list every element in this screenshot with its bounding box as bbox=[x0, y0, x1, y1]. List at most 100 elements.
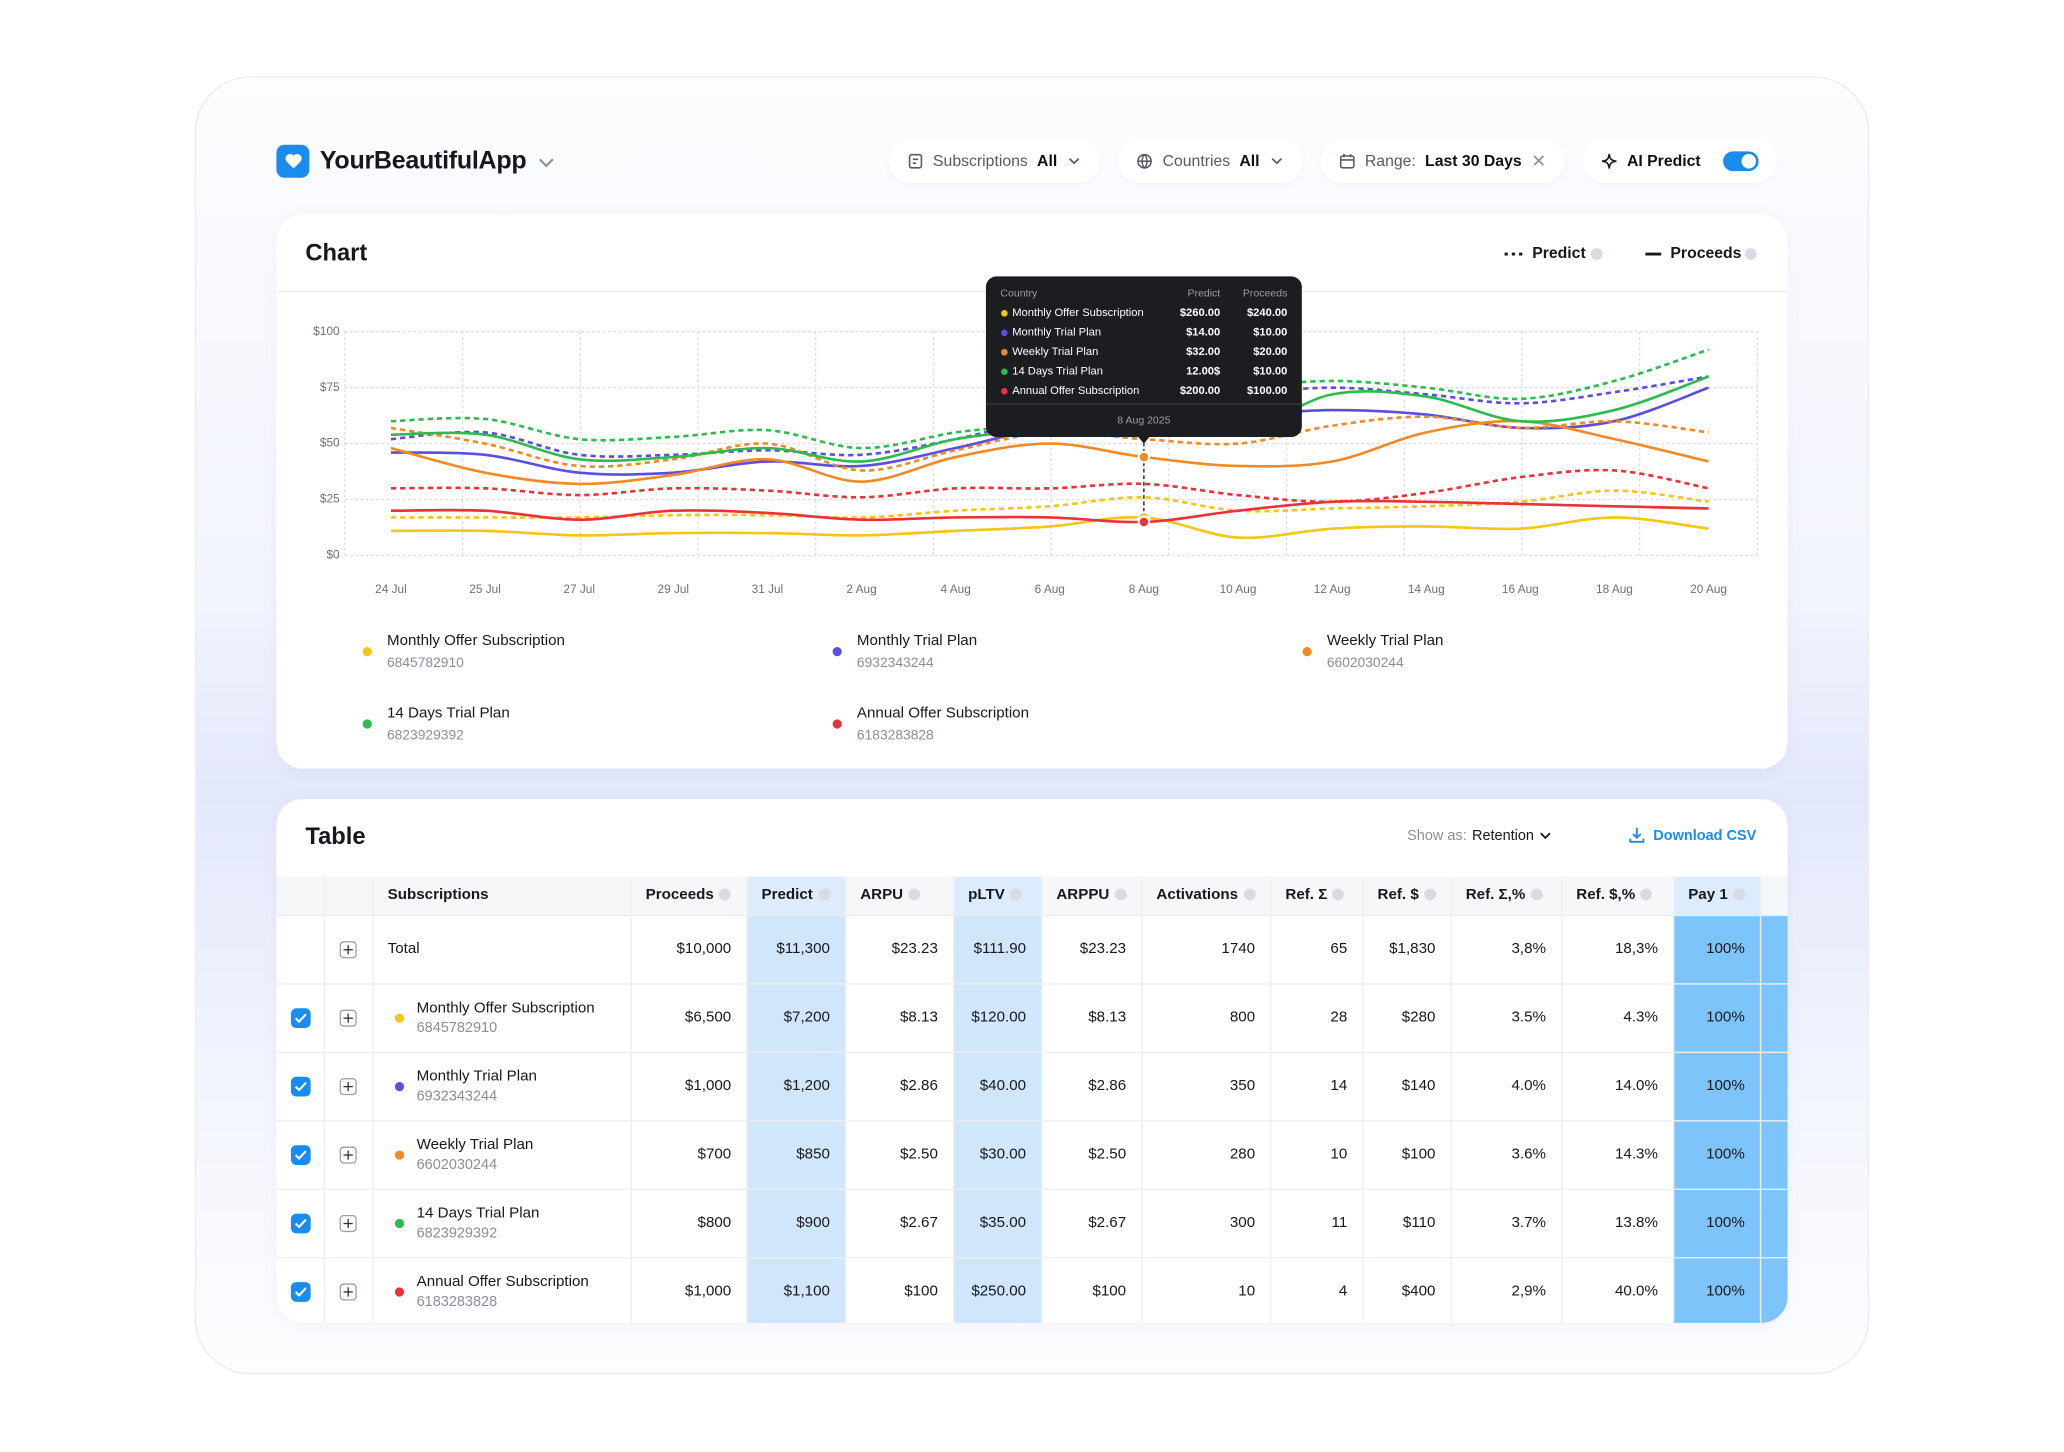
column-label: ARPPU bbox=[1056, 887, 1110, 904]
cell: $1,200 bbox=[746, 1051, 846, 1121]
filter-pill[interactable]: Countries All bbox=[1117, 138, 1304, 183]
header-cell bbox=[323, 876, 374, 916]
legend-id: 6183283828 bbox=[857, 726, 934, 742]
cell: $7,200 bbox=[746, 983, 846, 1053]
check-icon bbox=[294, 1286, 307, 1297]
clear-icon[interactable] bbox=[1531, 153, 1547, 169]
info-icon bbox=[1744, 248, 1757, 260]
filter-icon bbox=[1137, 153, 1153, 169]
data-row: Monthly Offer Subscription 6845782910 $6,5… bbox=[276, 983, 1788, 1053]
filter-pill[interactable]: Subscriptions All bbox=[888, 138, 1101, 183]
show-as-select[interactable]: Show as: Retention bbox=[1407, 828, 1552, 844]
cell: $2.67 bbox=[1041, 1188, 1142, 1258]
checkbox[interactable] bbox=[290, 1212, 311, 1233]
cell bbox=[276, 914, 325, 984]
header-cell: Proceeds bbox=[630, 876, 748, 916]
expand-button[interactable] bbox=[339, 1282, 357, 1300]
cell: $1,830 bbox=[1362, 914, 1452, 984]
header-cell bbox=[276, 876, 325, 916]
legend-name: Monthly Trial Plan bbox=[857, 632, 977, 649]
legend-dot bbox=[1302, 646, 1312, 657]
cell: $2.67 bbox=[845, 1188, 954, 1258]
app-name: YourBeautifulApp bbox=[319, 146, 527, 175]
cell: $900 bbox=[746, 1188, 846, 1258]
data-table: Subscriptions Proceeds Predict ARPU pLTV ARPP… bbox=[276, 876, 1788, 1323]
expand-button[interactable] bbox=[339, 1077, 357, 1095]
expand-button[interactable] bbox=[339, 1008, 357, 1027]
cell bbox=[1759, 1188, 1788, 1258]
cell: 3.7% bbox=[1450, 1188, 1562, 1258]
checkbox[interactable] bbox=[290, 1144, 311, 1165]
cell: 11 bbox=[1270, 1188, 1364, 1258]
expand-button[interactable] bbox=[339, 1145, 357, 1163]
filter-pill[interactable]: Range: Last 30 Days bbox=[1320, 138, 1566, 183]
chevron bbox=[1271, 158, 1282, 165]
cell: $110 bbox=[1362, 1188, 1452, 1258]
download-csv[interactable]: Download CSV bbox=[1628, 827, 1756, 844]
cell bbox=[276, 1051, 325, 1121]
ai-predict-toggle[interactable] bbox=[1723, 150, 1759, 171]
column-label: Ref. $ bbox=[1377, 887, 1419, 904]
checkbox[interactable] bbox=[290, 1281, 311, 1302]
x-tick-label: 25 Jul bbox=[469, 582, 501, 596]
subscription: Weekly Trial Plan 6602030244 bbox=[388, 1137, 616, 1173]
filter-label: Subscriptions bbox=[933, 151, 1028, 170]
cell: 14.3% bbox=[1561, 1120, 1674, 1190]
x-tick-label: 27 Jul bbox=[563, 582, 595, 596]
row-id: 6602030244 bbox=[416, 1156, 498, 1173]
table-title: Table bbox=[305, 822, 366, 850]
cell: 18,3% bbox=[1561, 914, 1674, 984]
cell: $1,100 bbox=[746, 1257, 846, 1323]
info-icon bbox=[1590, 248, 1603, 260]
cell bbox=[323, 1188, 374, 1258]
cell bbox=[276, 983, 325, 1053]
expand-button[interactable] bbox=[339, 1214, 357, 1232]
x-tick-label: 20 Aug bbox=[1690, 582, 1727, 596]
cell: $8.13 bbox=[845, 983, 954, 1053]
info-icon bbox=[1640, 888, 1653, 901]
header-cell: pLTV bbox=[953, 876, 1042, 916]
legend-id: 6932343244 bbox=[857, 654, 934, 670]
info-icon bbox=[1243, 888, 1256, 901]
cell: $111.90 bbox=[953, 914, 1042, 984]
row-id: 6932343244 bbox=[416, 1087, 498, 1104]
sparkle-icon bbox=[1601, 153, 1617, 168]
cell: $6,500 bbox=[630, 983, 748, 1053]
checkbox[interactable] bbox=[290, 1007, 311, 1028]
subscription: Monthly Trial Plan 6932343244 bbox=[388, 1068, 616, 1104]
cell: $250.00 bbox=[953, 1257, 1042, 1323]
tooltip-box bbox=[985, 276, 1302, 438]
cell: 2,9% bbox=[1450, 1257, 1562, 1323]
cell: 3,8% bbox=[1450, 914, 1562, 984]
legend-dot bbox=[832, 719, 842, 729]
cell: $100 bbox=[845, 1257, 954, 1323]
tooltip-predict: 12.00$ bbox=[1186, 366, 1221, 378]
tooltip-dot bbox=[1001, 368, 1008, 376]
tooltip-column: Predict bbox=[1188, 287, 1221, 299]
cell: 4 bbox=[1270, 1257, 1364, 1323]
info-icon bbox=[908, 888, 921, 901]
expand-button[interactable] bbox=[339, 940, 357, 958]
cell: 65 bbox=[1270, 914, 1364, 984]
header-cell: Ref. Σ bbox=[1270, 876, 1364, 916]
proceeds-line bbox=[390, 515, 1709, 540]
cell: 100% bbox=[1673, 983, 1761, 1053]
row-dot bbox=[394, 1081, 404, 1091]
cell bbox=[276, 1188, 325, 1258]
cell bbox=[276, 1120, 325, 1190]
filter-value: All bbox=[1239, 151, 1260, 170]
cell: 14.0% bbox=[1561, 1051, 1674, 1121]
cell: $2.50 bbox=[845, 1120, 954, 1190]
cell: 14 bbox=[1270, 1051, 1364, 1121]
download-label: Download CSV bbox=[1653, 827, 1757, 844]
predict-line bbox=[390, 468, 1709, 504]
cell: 28 bbox=[1270, 983, 1364, 1053]
info-icon bbox=[1010, 888, 1023, 901]
checkbox[interactable] bbox=[290, 1076, 311, 1096]
cell: $120.00 bbox=[953, 983, 1042, 1053]
column-label: Pay 1 bbox=[1688, 887, 1728, 904]
cell: $100 bbox=[1362, 1120, 1452, 1190]
brand[interactable]: YourBeautifulApp bbox=[276, 144, 555, 178]
chevron bbox=[538, 157, 554, 167]
x-tick-label: 18 Aug bbox=[1596, 582, 1633, 596]
